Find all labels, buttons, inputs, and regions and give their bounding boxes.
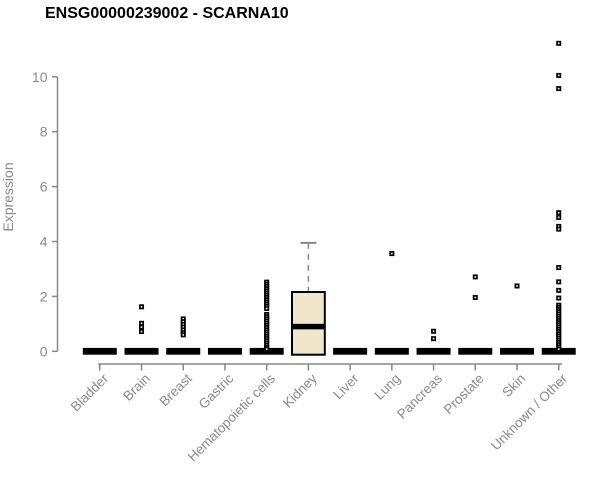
box xyxy=(291,291,326,356)
outlier-point-center xyxy=(557,87,560,90)
x-category-label: Bladder xyxy=(68,371,112,415)
outlier-point-center xyxy=(140,306,143,308)
collapsed-box xyxy=(207,347,242,355)
collapsed-box xyxy=(333,347,368,355)
outlier-point-center xyxy=(182,334,185,336)
outlier-point-center xyxy=(557,289,560,292)
x-category-label: Lung xyxy=(371,371,403,403)
collapsed-box xyxy=(500,347,534,355)
x-category-label: Pancreas xyxy=(394,371,445,422)
x-category-label: Skin xyxy=(499,371,528,400)
outlier-point-center xyxy=(182,320,185,323)
outlier-point-center xyxy=(557,42,560,45)
x-category-label: Gastric xyxy=(196,371,237,412)
outlier-point-center xyxy=(140,322,143,325)
outlier-point-center xyxy=(265,307,268,310)
median-line xyxy=(292,323,325,330)
collapsed-box xyxy=(416,347,451,355)
y-tick-label: 8 xyxy=(40,124,48,140)
y-tick-label: 10 xyxy=(32,69,48,85)
outlier-point-center xyxy=(557,266,560,269)
y-tick-label: 4 xyxy=(40,234,48,250)
y-tick-label: 0 xyxy=(40,343,48,359)
outlier-point-center xyxy=(432,330,435,333)
outlier-point-center xyxy=(557,74,560,77)
x-category-label: Kidney xyxy=(280,371,320,411)
outlier-point-center xyxy=(557,348,560,350)
outlier-point-center xyxy=(182,318,185,320)
collapsed-box xyxy=(374,347,409,355)
x-category-label: Liver xyxy=(330,371,362,403)
x-category-label: Unknown / Other xyxy=(488,370,571,453)
collapsed-box xyxy=(166,347,201,355)
outlier-point-center xyxy=(474,296,477,299)
collapsed-box xyxy=(124,347,159,355)
outlier-point-center xyxy=(140,326,143,328)
outlier-point-center xyxy=(432,337,435,340)
outlier-point-center xyxy=(557,281,560,283)
y-tick-label: 6 xyxy=(40,179,48,195)
collapsed-box xyxy=(82,347,117,355)
outlier-point-center xyxy=(557,228,560,230)
outlier-point-center xyxy=(557,211,560,214)
outlier-point-center xyxy=(557,297,560,299)
outlier-point-center xyxy=(140,330,143,333)
x-category-label: Brain xyxy=(120,371,153,404)
outlier-point-center xyxy=(182,323,185,326)
outlier-point-center xyxy=(182,329,185,331)
outlier-point-center xyxy=(557,225,560,228)
outlier-point-center xyxy=(474,276,477,278)
x-category-label: Breast xyxy=(156,371,194,409)
collapsed-box xyxy=(458,347,493,355)
outlier-point-center xyxy=(557,216,560,219)
x-category-label: Prostate xyxy=(441,371,487,417)
outlier-point-center xyxy=(516,285,518,287)
outlier-point-center xyxy=(391,252,393,255)
outlier-point-center xyxy=(265,348,268,350)
chart-title: ENSG00000239002 - SCARNA10 xyxy=(45,5,289,22)
outlier-point-center xyxy=(182,326,185,328)
y-tick-label: 2 xyxy=(40,288,48,304)
